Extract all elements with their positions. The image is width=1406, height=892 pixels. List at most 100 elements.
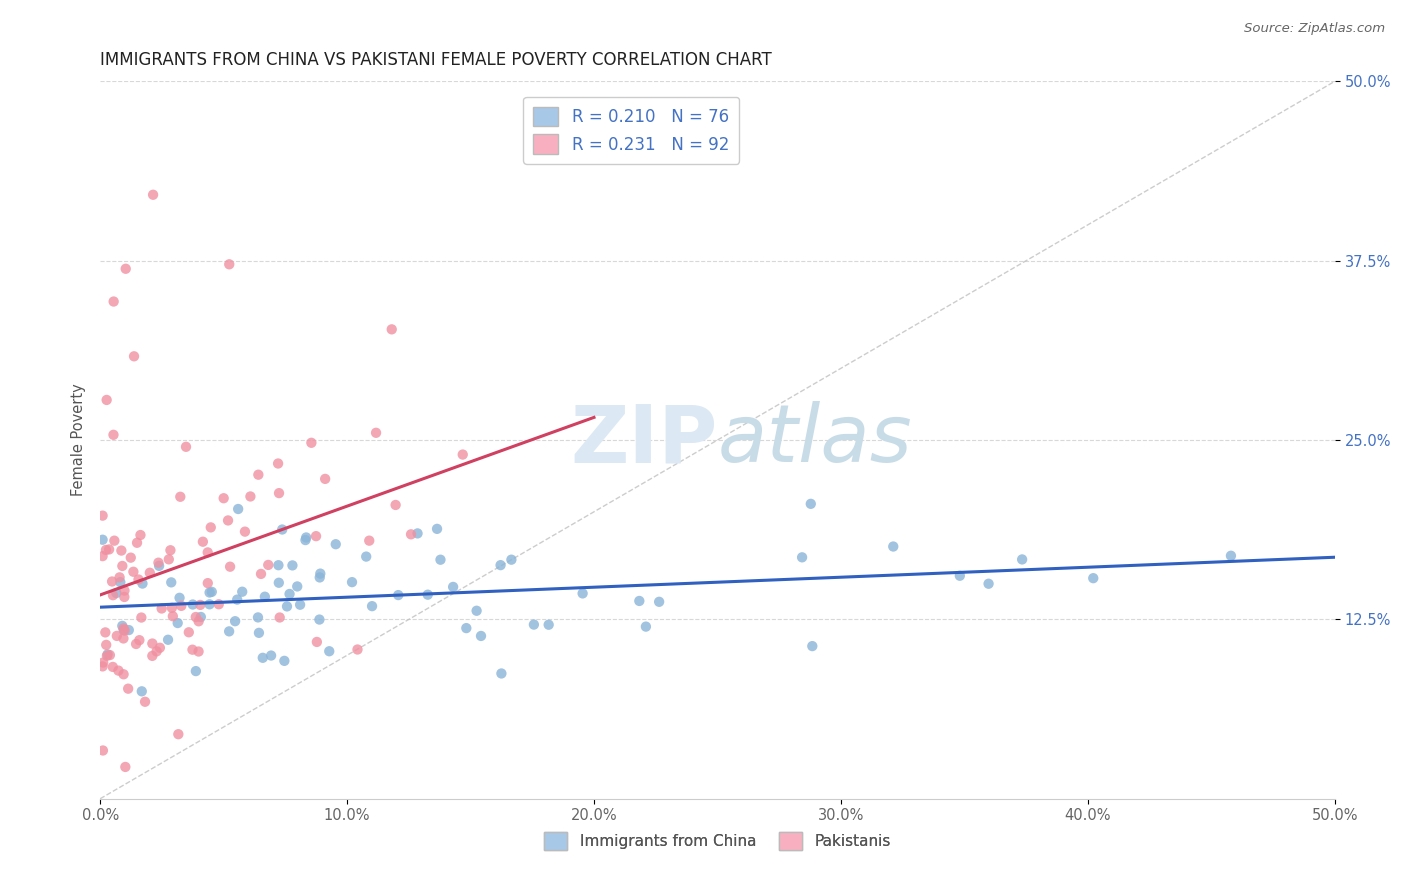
Point (110, 543, 132, 558)
Point (260, 648, 283, 663)
Point (108, 570, 131, 584)
Point (346, 642, 368, 657)
Text: atlas: atlas (717, 401, 912, 479)
Point (285, 579, 308, 593)
Point (184, 664, 207, 678)
Y-axis label: Female Poverty: Female Poverty (72, 384, 86, 497)
Point (120, 550, 142, 565)
Point (269, 610, 291, 624)
Point (253, 590, 276, 604)
Point (134, 695, 156, 709)
Point (91, 533, 114, 547)
Point (278, 587, 301, 601)
Point (354, 549, 377, 564)
Point (96, 638, 118, 652)
Point (91, 508, 114, 523)
Point (150, 601, 173, 615)
Point (191, 534, 214, 549)
Point (491, 666, 513, 681)
Point (103, 294, 125, 309)
Point (294, 533, 316, 547)
Point (125, 535, 148, 549)
Point (219, 559, 242, 574)
Point (167, 727, 190, 741)
Point (267, 575, 290, 590)
Point (160, 575, 183, 590)
Point (387, 588, 409, 602)
Point (169, 591, 191, 605)
Point (96, 648, 118, 663)
Point (91, 549, 114, 563)
Point (94, 542, 117, 557)
Point (181, 642, 204, 657)
Point (281, 558, 304, 573)
Point (91, 743, 114, 757)
Point (188, 598, 211, 612)
Point (257, 558, 280, 572)
Point (91, 659, 114, 673)
Point (1011, 552, 1033, 566)
Point (110, 575, 132, 590)
Point (218, 257, 240, 271)
Point (239, 490, 262, 504)
Point (101, 574, 124, 589)
Point (949, 568, 972, 582)
Point (308, 570, 330, 584)
Point (112, 632, 135, 646)
Point (465, 604, 488, 618)
Point (198, 585, 221, 599)
Point (131, 684, 153, 698)
Point (114, 261, 136, 276)
Point (309, 566, 332, 581)
Point (107, 664, 129, 678)
Point (441, 580, 464, 594)
Point (252, 650, 274, 665)
Point (790, 550, 813, 565)
Point (103, 533, 125, 548)
Point (103, 427, 125, 442)
Point (224, 614, 246, 628)
Point (267, 457, 290, 471)
Point (98, 542, 121, 557)
Point (101, 660, 124, 674)
Point (305, 635, 328, 649)
Point (98, 648, 121, 662)
Point (101, 588, 124, 602)
Point (800, 497, 823, 511)
Point (91, 656, 114, 670)
Point (117, 681, 139, 696)
Point (118, 623, 141, 637)
Point (197, 576, 219, 591)
Point (267, 558, 290, 573)
Point (131, 610, 153, 624)
Point (489, 558, 512, 573)
Point (537, 617, 560, 632)
Point (801, 639, 824, 653)
Point (139, 566, 162, 580)
Point (273, 654, 295, 668)
Point (217, 513, 239, 527)
Point (112, 621, 135, 635)
Point (314, 472, 336, 486)
Point (187, 615, 209, 629)
Point (288, 598, 311, 612)
Point (187, 644, 209, 658)
Point (399, 527, 422, 541)
Point (112, 667, 135, 681)
Point (128, 633, 150, 648)
Point (359, 533, 381, 548)
Point (125, 637, 148, 651)
Point (174, 440, 197, 454)
Point (501, 552, 523, 566)
Point (160, 600, 183, 615)
Legend: Immigrants from China, Pakistanis: Immigrants from China, Pakistanis (538, 826, 897, 855)
Point (148, 558, 170, 573)
Point (325, 537, 347, 551)
Point (142, 187, 165, 202)
Point (416, 588, 439, 602)
Point (190, 610, 212, 624)
Point (977, 576, 1000, 591)
Point (197, 545, 219, 559)
Point (157, 632, 180, 647)
Point (129, 528, 152, 542)
